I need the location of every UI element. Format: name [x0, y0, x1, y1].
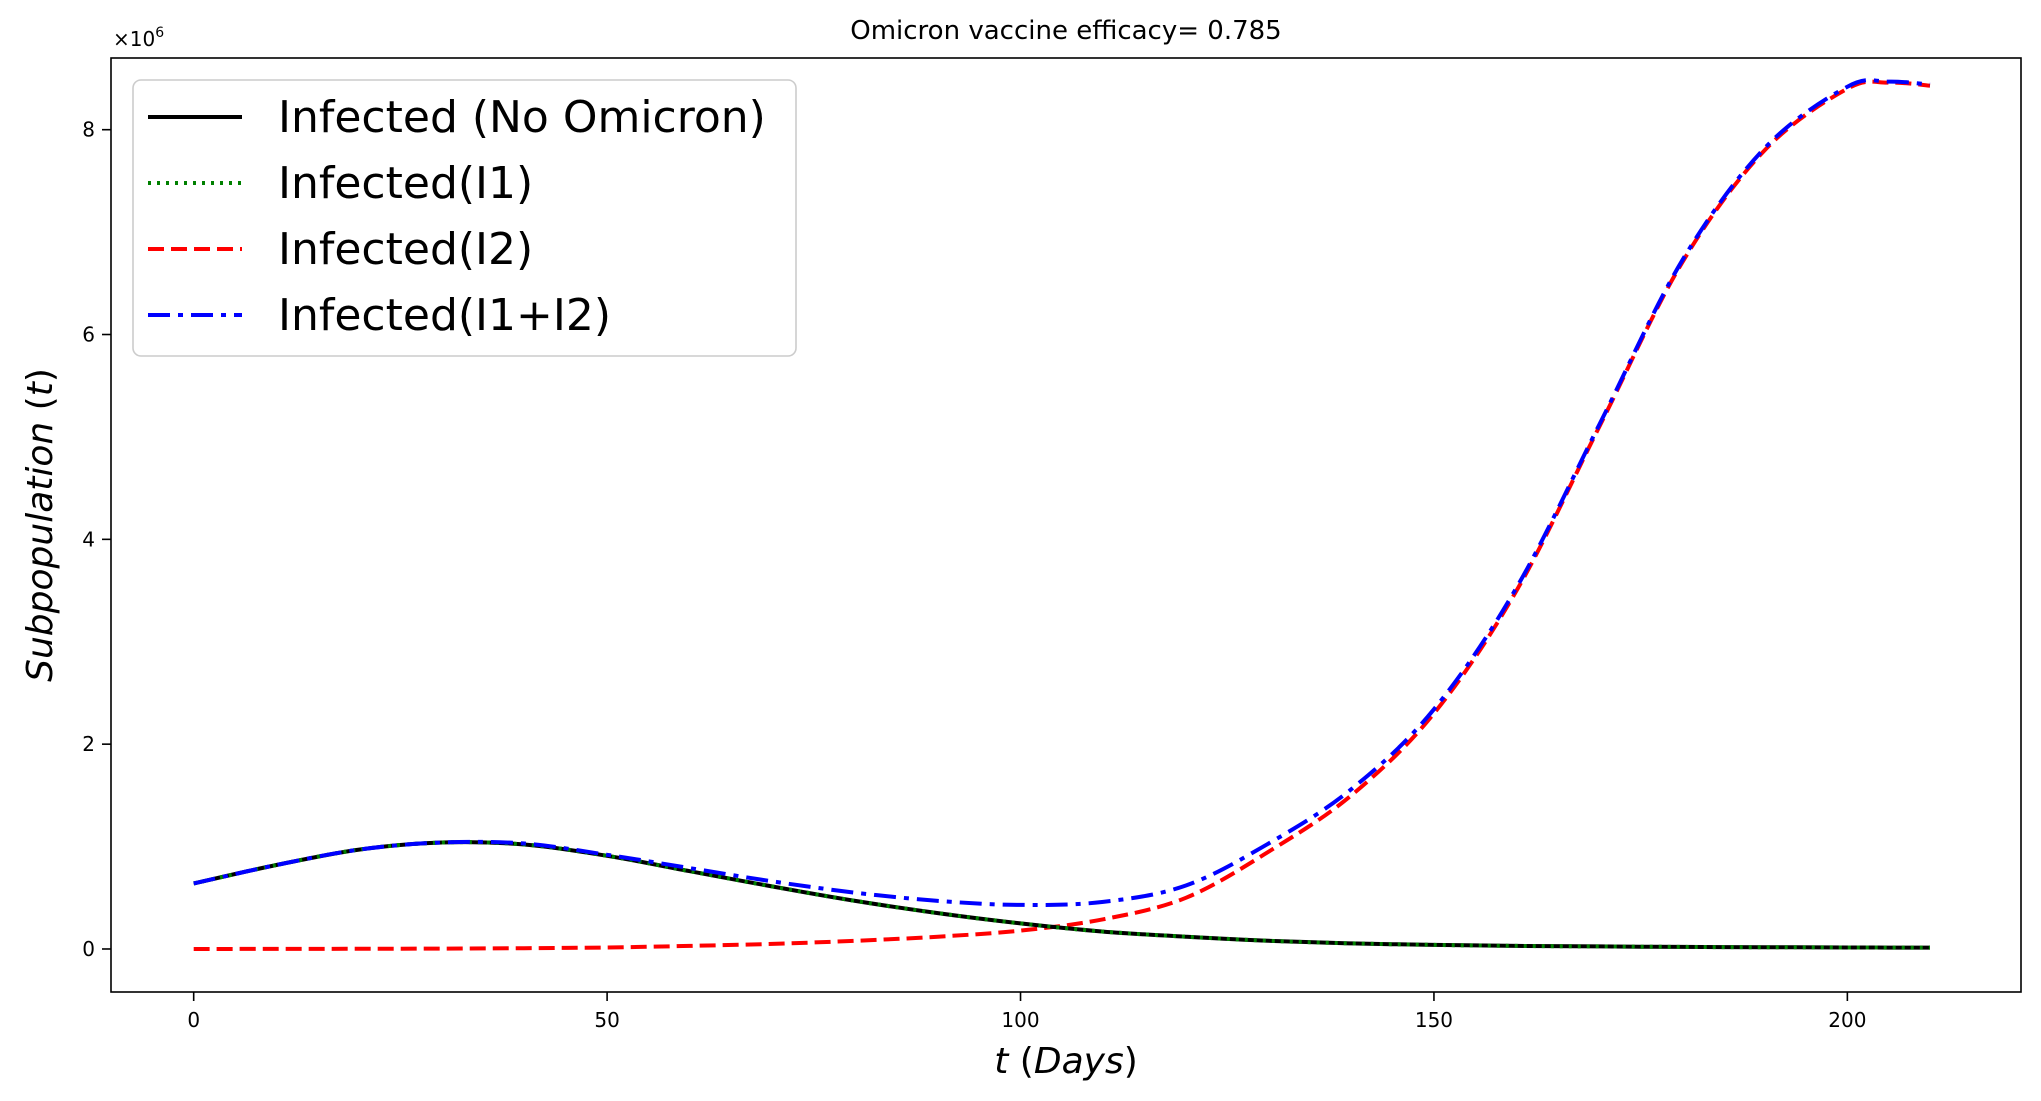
x-tick-label: 100 — [1001, 1008, 1039, 1032]
y-axis-variable: Subpopulation — [20, 422, 61, 682]
x-tick-label: 150 — [1415, 1008, 1453, 1032]
y-tick-label: 2 — [82, 732, 95, 756]
plot-frame — [110, 57, 2022, 993]
y-axis-label: Subpopulation (t) — [20, 368, 61, 682]
x-tick-label: 200 — [1828, 1008, 1866, 1032]
x-axis-close-paren: ) — [1124, 1041, 1138, 1082]
legend-label: Infected(I1+I2) — [278, 290, 611, 341]
y-axis-close-paren: ) — [20, 368, 61, 382]
x-axis-open-paren: ( — [1008, 1041, 1034, 1082]
series-line-0 — [193, 840, 1930, 950]
chart-title: Omicron vaccine efficacy= 0.785 — [850, 16, 1281, 46]
legend-label: Infected (No Omicron) — [278, 92, 766, 143]
series-line-3 — [193, 78, 1931, 907]
y-tick-label: 0 — [82, 937, 95, 961]
y-axis-argument: t — [20, 380, 61, 396]
y-multiplier: ×106 — [113, 25, 164, 51]
x-tick-label: 50 — [594, 1008, 619, 1032]
x-axis-label: t (Days) — [994, 1041, 1138, 1082]
x-axis-variable: t — [994, 1041, 1010, 1082]
legend-box — [132, 79, 797, 357]
y-tick-label: 6 — [82, 323, 95, 347]
y-tick-label: 8 — [82, 118, 95, 142]
legend: Infected (No Omicron) Infected(I1) Infecte… — [132, 79, 797, 357]
legend-label: Infected(I2) — [278, 224, 533, 275]
y-axis-open-paren: ( — [20, 396, 61, 422]
y-multiplier-base: ×10 — [113, 27, 155, 51]
y-multiplier-exponent: 6 — [155, 25, 164, 41]
y-axis: 0 2 4 6 8 — [82, 118, 111, 961]
x-axis-unit: Days — [1034, 1041, 1124, 1082]
y-tick-label: 4 — [82, 527, 95, 551]
legend-label: Infected(I1) — [278, 158, 533, 209]
x-axis: 0 50 100 150 200 — [187, 992, 1866, 1032]
x-tick-label: 0 — [187, 1008, 200, 1032]
series-layer — [193, 78, 1931, 951]
series-line-1 — [193, 840, 1930, 950]
